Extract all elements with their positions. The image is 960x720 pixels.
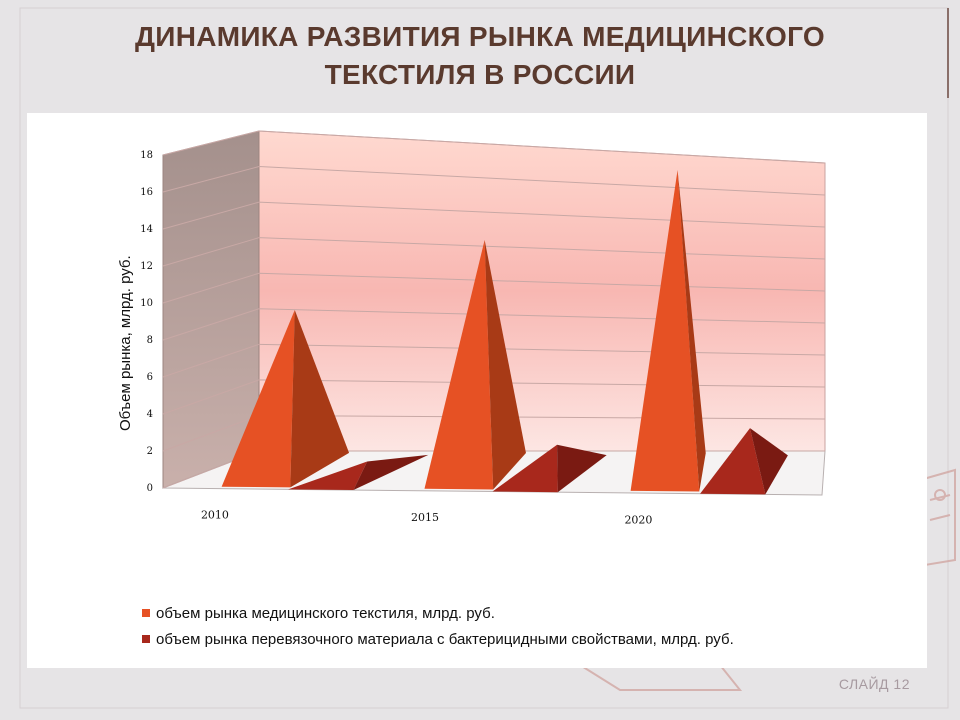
y-tick-label: 4 <box>147 409 153 420</box>
bar-series1-2015-front <box>424 239 494 490</box>
bar-series2-2020-side <box>750 428 788 495</box>
y-tick-label: 12 <box>140 261 153 272</box>
legend-item-series1: объем рынка медицинского текстиля, млрд.… <box>142 600 734 626</box>
legend-swatch-series2 <box>142 635 150 643</box>
gridline <box>162 272 826 304</box>
slide-title-line2: ТЕКСТИЛЯ В РОССИИ <box>324 59 636 90</box>
gridline <box>162 237 826 267</box>
y-tick-label: 2 <box>147 446 153 457</box>
bar-series1-2010-front <box>221 309 295 488</box>
bar-series2-2010-side <box>353 454 429 491</box>
gridline <box>162 343 826 378</box>
legend-swatch-series1 <box>142 609 150 617</box>
slide-number: СЛАЙД 12 <box>838 676 910 692</box>
y-tick-label: 16 <box>140 187 153 198</box>
bar-series1-2010-side <box>290 309 350 488</box>
bar-series2-2020-front <box>700 428 766 495</box>
gridline <box>162 130 826 164</box>
y-tick-label: 18 <box>140 150 153 161</box>
gridline <box>162 201 826 230</box>
y-tick-label: 8 <box>147 335 153 346</box>
x-category-label: 2010 <box>201 508 229 521</box>
bar-series2-2015-front <box>492 444 558 493</box>
gridline <box>162 308 826 341</box>
x-category-label: 2020 <box>624 514 652 527</box>
pyramid-chart: 0 2 4 6 8 10 12 14 16 18 2010 2015 2020 <box>140 130 826 527</box>
chart-panel: 0 2 4 6 8 10 12 14 16 18 2010 2015 2020 Объем рынка,… <box>27 113 927 668</box>
legend-label-series1: объем рынка медицинского текстиля, млрд.… <box>156 604 495 622</box>
bar-series1-2020-side <box>677 169 706 492</box>
y-tick-label: 0 <box>147 483 153 494</box>
legend-label-series2: объем рынка перевязочного материала с ба… <box>156 630 734 648</box>
y-axis-label: Объем рынка, млрд. руб. <box>117 255 134 431</box>
bar-series1-2015-side <box>484 239 526 490</box>
x-category-label: 2015 <box>411 511 439 524</box>
bar-series1-2020-front <box>630 169 700 492</box>
slide-title: ДИНАМИКА РАЗВИТИЯ РЫНКА МЕДИЦИНСКОГО ТЕК… <box>40 18 920 94</box>
gridline <box>162 166 826 196</box>
gridline <box>162 379 826 415</box>
y-tick-label: 6 <box>147 372 153 383</box>
bar-series2-2010-front <box>288 461 368 491</box>
y-tick-label: 14 <box>140 224 153 235</box>
chart-back-wall <box>258 130 826 452</box>
bar-series2-2015-side <box>557 444 607 493</box>
slide-title-line1: ДИНАМИКА РАЗВИТИЯ РЫНКА МЕДИЦИНСКОГО <box>135 21 825 52</box>
chart-legend: объем рынка медицинского текстиля, млрд.… <box>142 600 734 652</box>
y-tick-label: 10 <box>140 298 153 309</box>
legend-item-series2: объем рынка перевязочного материала с ба… <box>142 626 734 652</box>
